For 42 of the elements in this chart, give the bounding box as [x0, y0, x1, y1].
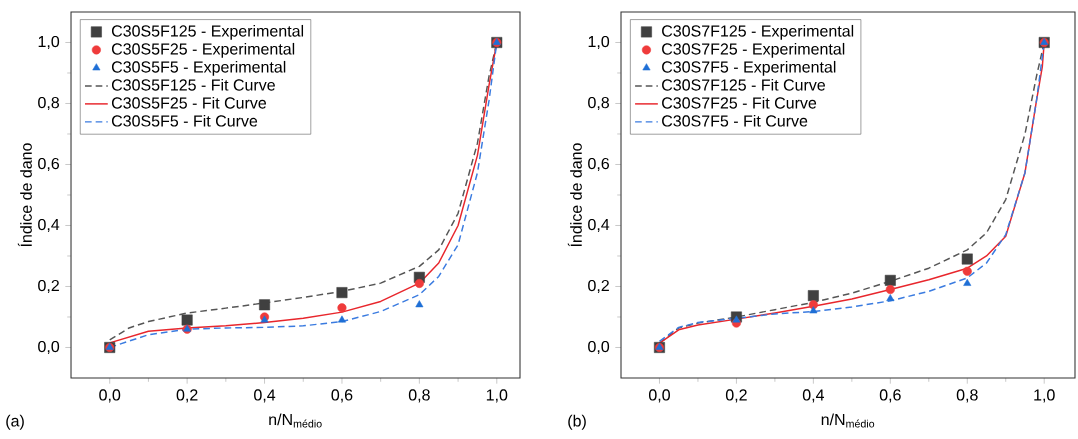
x-tick-label: 0,0 [648, 389, 670, 403]
y-tick-label: 0,6 [38, 157, 60, 172]
legend-label: C30S5F125 - Experimental [111, 24, 304, 40]
x-tick-label: 0,2 [725, 389, 747, 403]
legend-label: C30S7F25 - Experimental [662, 42, 845, 58]
legend-label: C30S7F25 - Fit Curve [662, 96, 817, 109]
y-tick-label: 0,0 [588, 340, 610, 355]
y-tick-label: 0,2 [588, 279, 609, 294]
y-tick-label: 1,0 [38, 35, 60, 50]
y-tick-label: 1,0 [588, 35, 610, 50]
y-tick-label: 0,2 [38, 279, 59, 294]
x-tick-label: 0,0 [99, 389, 121, 403]
legend-label: C30S7F5 - Fit Curve [662, 114, 808, 127]
legend-label: C30S5F5 - Experimental [111, 60, 286, 76]
y-axis-title: Índice de dano [567, 143, 582, 247]
x-tick-label: 0,6 [331, 389, 353, 403]
x-tick-label: 0,4 [254, 389, 276, 403]
text: (a) [6, 414, 24, 430]
legend-label: C30S5F25 - Fit Curve [111, 96, 267, 109]
text: (b) [568, 414, 586, 430]
x-axis-title: n/N$_{médio}$ [821, 413, 875, 428]
legend-label: C30S7F125 - Experimental [662, 24, 854, 40]
x-tick-label: 0,8 [408, 389, 430, 403]
legend-label: C30S5F125 - Fit Curve [111, 78, 275, 91]
y-axis-title: Índice de dano [17, 143, 32, 247]
x-tick-label: 0,6 [879, 389, 901, 403]
x-tick-label: 0,8 [956, 389, 978, 403]
x-tick-label: 1,0 [1034, 389, 1055, 403]
legend-label: C30S5F5 - Fit Curve [111, 114, 258, 127]
legend-label: C30S7F125 - Fit Curve [662, 78, 825, 91]
y-tick-label: 0,8 [588, 96, 610, 111]
x-axis-title: n/N$_{médio}$ [269, 413, 322, 428]
x-tick-label: 1,0 [486, 389, 508, 403]
y-tick-label: 0,4 [38, 218, 60, 233]
x-tick-label: 0,2 [176, 389, 198, 403]
legend-label: C30S5F25 - Experimental [111, 42, 295, 58]
y-tick-label: 0,6 [588, 157, 610, 172]
legend-label: C30S7F5 - Experimental [662, 60, 836, 76]
y-tick-label: 0,8 [38, 96, 60, 111]
y-tick-label: 0,0 [38, 340, 60, 355]
x-tick-label: 0,4 [802, 389, 825, 403]
y-tick-label: 0,4 [588, 218, 610, 233]
